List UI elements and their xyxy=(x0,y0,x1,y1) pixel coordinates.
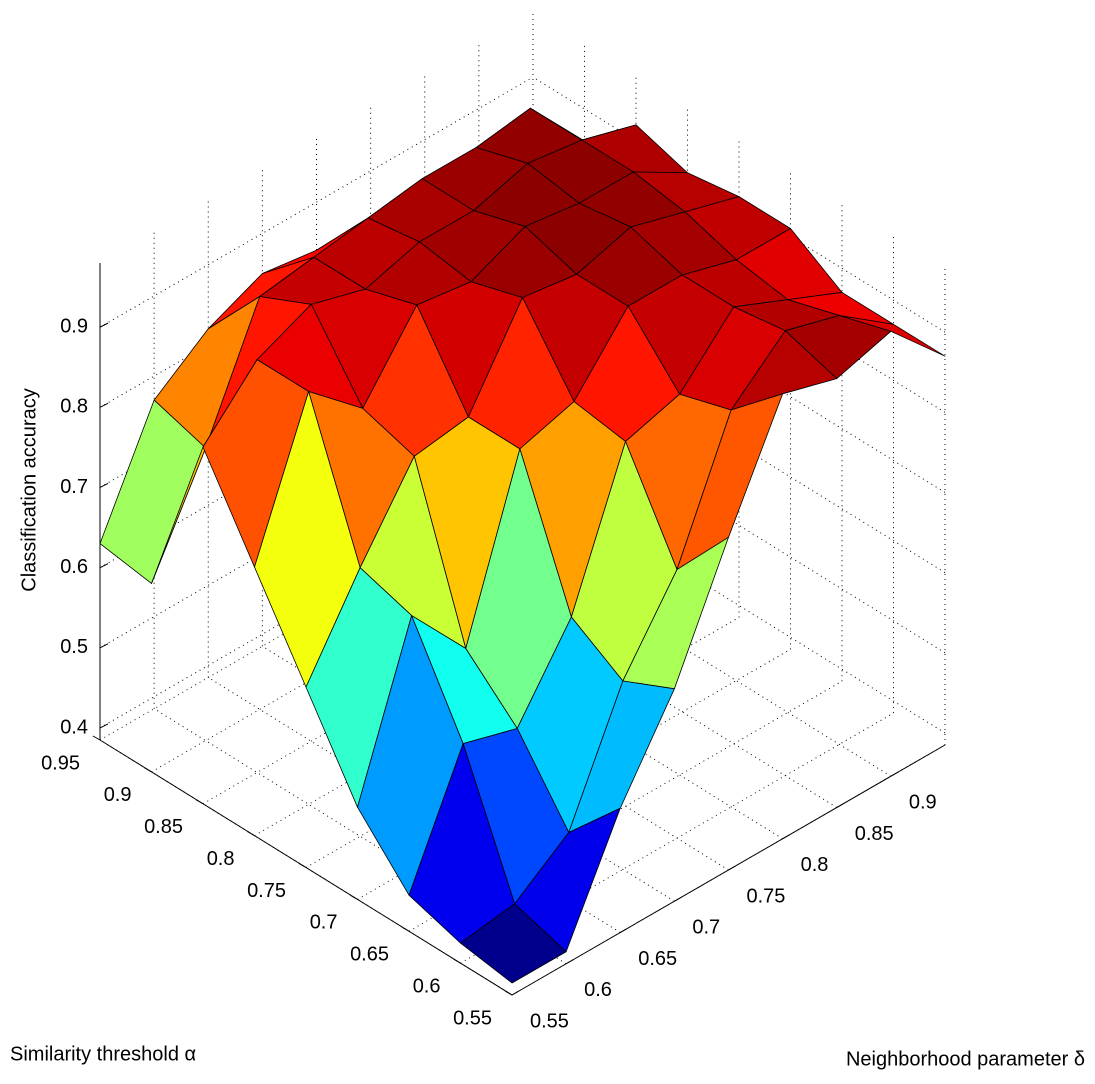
grid-line xyxy=(532,397,946,654)
z-tick xyxy=(99,402,109,408)
y-tick-label: 0.6 xyxy=(584,979,612,1001)
x-tick xyxy=(247,831,255,837)
z-tick-label: 0.5 xyxy=(60,636,88,658)
y-tick-label: 0.55 xyxy=(530,1010,569,1032)
x-tick-label: 0.7 xyxy=(310,912,338,934)
y-tick-label: 0.85 xyxy=(855,823,894,845)
z-tick xyxy=(99,563,109,569)
y-tick xyxy=(620,928,628,933)
y-tick-label: 0.9 xyxy=(909,792,937,814)
z-tick xyxy=(99,483,109,488)
y-tick xyxy=(511,990,520,996)
x-tick xyxy=(504,990,513,996)
z-tick-label: 0.7 xyxy=(60,476,88,498)
grid-line xyxy=(532,76,946,333)
y-tick-label: 0.65 xyxy=(638,948,677,970)
grid-line xyxy=(316,614,729,871)
x-tick-label: 0.9 xyxy=(104,784,132,806)
y-tick-label: 0.75 xyxy=(747,885,786,907)
y-tick xyxy=(836,803,844,808)
x-tick xyxy=(144,767,152,773)
z-tick-label: 0.9 xyxy=(60,315,88,337)
y-tick xyxy=(728,865,736,871)
x-tick-label: 0.65 xyxy=(350,944,389,966)
y-tick-label: 0.7 xyxy=(692,917,720,939)
x-tick xyxy=(401,926,410,932)
x-tick xyxy=(92,735,101,741)
grid-line xyxy=(370,583,783,840)
grid-line xyxy=(262,645,675,902)
grid-line xyxy=(532,156,946,413)
grid-line xyxy=(532,477,946,734)
y-tick xyxy=(565,959,574,965)
x-tick-label: 0.75 xyxy=(247,880,286,902)
grid-line xyxy=(532,237,946,493)
x-axis-label: Similarity threshold α xyxy=(10,1043,196,1065)
z-tick-label: 0.8 xyxy=(60,396,88,418)
y-tick-label: 0.8 xyxy=(801,854,829,876)
z-tick xyxy=(99,322,109,328)
x-tick xyxy=(453,958,461,964)
y-tick xyxy=(782,834,790,840)
y-tick xyxy=(890,771,899,777)
surface-face xyxy=(460,903,567,984)
z-tick-label: 0.6 xyxy=(60,556,88,578)
z-axis-label: Classification accuracy xyxy=(18,388,40,591)
grid-line xyxy=(424,552,838,808)
grid-line xyxy=(532,317,946,574)
x-tick xyxy=(195,799,204,805)
z-tick xyxy=(99,723,109,729)
grid-line xyxy=(478,520,892,777)
y-axis-label: Neighborhood parameter δ xyxy=(846,1048,1085,1070)
x-tick-label: 0.55 xyxy=(453,1007,492,1029)
x-tick-label: 0.8 xyxy=(207,848,235,870)
x-tick xyxy=(298,863,307,868)
x-tick-label: 0.85 xyxy=(144,816,183,838)
z-tick-label: 0.4 xyxy=(60,716,88,738)
x-tick-label: 0.6 xyxy=(413,975,441,997)
x-tick-label: 0.95 xyxy=(41,752,80,774)
y-tick xyxy=(674,896,682,902)
x-tick xyxy=(350,894,358,900)
z-tick xyxy=(99,643,109,649)
